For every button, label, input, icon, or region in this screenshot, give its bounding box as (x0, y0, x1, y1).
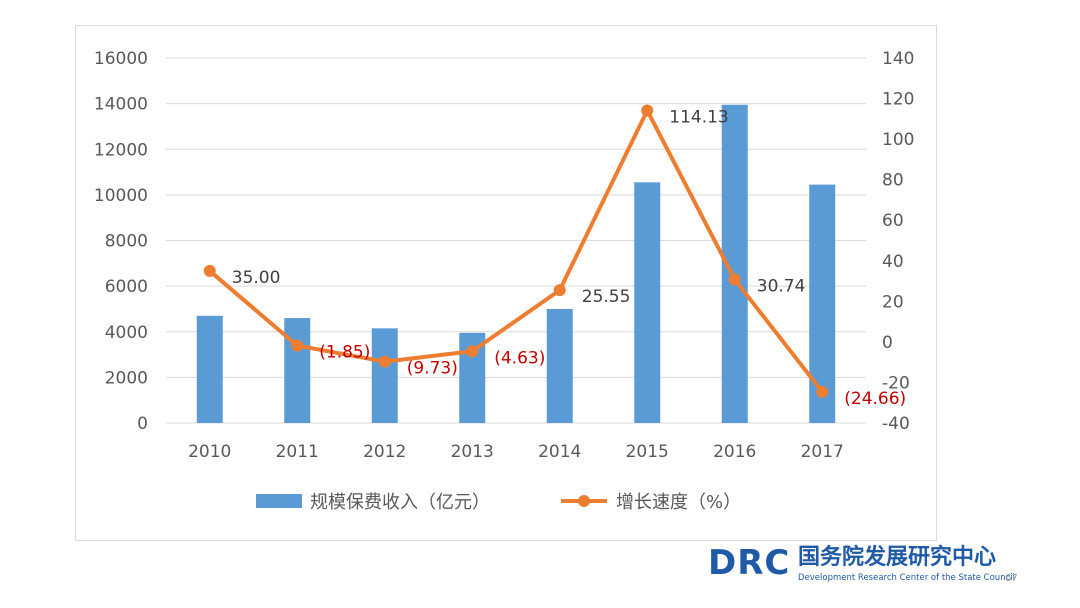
y-right-tick-label: 20 (882, 292, 904, 312)
bar (371, 328, 398, 423)
x-tick-label: 2015 (626, 442, 669, 462)
page-number: 67 (1005, 573, 1018, 584)
growth-data-label: 30.74 (757, 277, 806, 297)
growth-point (203, 264, 216, 277)
x-tick-label: 2017 (801, 442, 844, 462)
logo-name-cn: 国务院发展研究中心 (798, 545, 997, 570)
y-left-tick-label: 12000 (94, 140, 148, 160)
y-left-tick-label: 14000 (94, 95, 148, 115)
x-tick-label: 2013 (451, 442, 494, 462)
bar (634, 182, 661, 423)
y-right-tick-label: -20 (882, 373, 910, 393)
x-tick-label: 2010 (188, 442, 231, 462)
logo-name-en: Development Research Center of the State… (798, 573, 1015, 583)
growth-line (208, 108, 824, 394)
bar (196, 315, 223, 423)
y-right-tick-label: -40 (882, 414, 910, 434)
legend-line-label: 增长速度（%） (616, 492, 741, 513)
y-right-tick-label: 60 (882, 211, 904, 231)
growth-point (728, 273, 741, 286)
x-tick-label: 2012 (363, 442, 406, 462)
growth-data-label: 114.13 (669, 107, 728, 127)
growth-point (816, 385, 829, 398)
growth-data-label: (4.63) (494, 348, 545, 368)
legend-bar-swatch (256, 494, 302, 508)
growth-data-label: 35.00 (232, 268, 281, 288)
legend-bar-label: 规模保费收入（亿元） (310, 492, 490, 513)
x-tick-label: 2016 (713, 442, 756, 462)
y-left-tick-label: 2000 (105, 368, 148, 388)
growth-point (378, 355, 391, 368)
x-tick-label: 2011 (276, 442, 319, 462)
y-left-tick-label: 16000 (94, 49, 148, 69)
growth-data-label: (1.85) (319, 343, 370, 363)
y-right-tick-label: 0 (882, 333, 893, 353)
growth-data-label: 25.55 (582, 287, 631, 307)
growth-point (553, 284, 566, 297)
y-right-tick-label: 140 (882, 49, 914, 69)
growth-point (466, 345, 479, 358)
growth-data-label: (24.66) (844, 389, 906, 409)
growth-point (291, 339, 304, 352)
legend-line-marker (578, 495, 590, 507)
chart-frame: 0 2000 4000 6000 8000 10000 12000 14000 16000 -40… (75, 25, 937, 541)
logo-mark: DRC (708, 543, 791, 583)
y-right-tick-label: 100 (882, 130, 914, 150)
growth-point (641, 104, 654, 117)
y-right-tick-label: 40 (882, 252, 904, 272)
y-left-tick-label: 8000 (105, 232, 148, 252)
y-left-tick-label: 4000 (105, 323, 148, 343)
y-left-tick-label: 0 (137, 414, 148, 434)
y-left-tick-label: 6000 (105, 277, 148, 297)
y-right-tick-label: 120 (882, 90, 914, 110)
bar (546, 308, 573, 423)
growth-data-label: (9.73) (407, 359, 458, 379)
drc-logo: DRC 国务院发展研究中心 Development Research Cente… (708, 543, 1015, 585)
x-tick-label: 2014 (538, 442, 581, 462)
bar (284, 318, 311, 423)
combo-chart: 0 2000 4000 6000 8000 10000 12000 14000 16000 -40… (94, 49, 915, 513)
y-left-tick-label: 10000 (94, 186, 148, 206)
y-right-tick-label: 80 (882, 171, 904, 191)
